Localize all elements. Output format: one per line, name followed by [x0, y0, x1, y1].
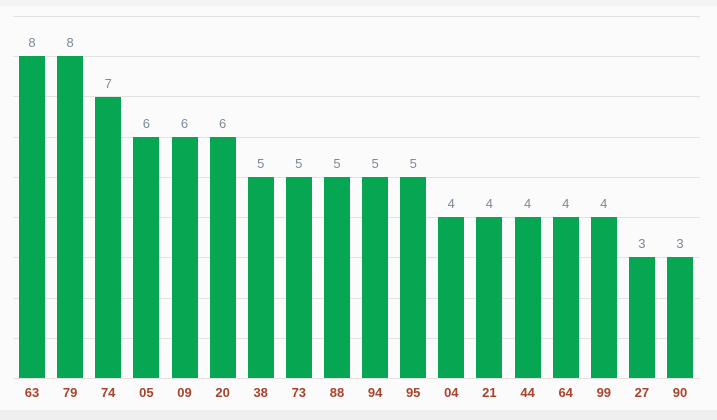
bar-value-label: 3 [676, 236, 684, 252]
bar-value-label: 4 [485, 196, 493, 212]
bar-value-label: 6 [180, 115, 189, 131]
bar[interactable] [285, 176, 312, 378]
gridline [13, 378, 700, 379]
bar[interactable] [57, 56, 84, 378]
bar-value-label: 5 [409, 155, 417, 171]
bar-value-label: 3 [638, 236, 646, 252]
bar-value-label: 4 [562, 196, 570, 212]
x-axis-label: 05 [139, 385, 154, 400]
bar-value-label: 4 [600, 196, 608, 212]
bar[interactable] [362, 176, 389, 378]
gridline [13, 217, 700, 218]
bar[interactable] [133, 136, 160, 378]
bar[interactable] [247, 176, 274, 378]
gridline [13, 177, 700, 178]
x-axis-label: 73 [291, 385, 307, 400]
page-background-bottom-strip [0, 410, 717, 420]
x-axis-label: 64 [558, 385, 573, 400]
gridline [13, 96, 700, 97]
bar[interactable] [209, 136, 236, 378]
bar-value-label: 4 [523, 196, 532, 212]
bar-value-label: 5 [257, 155, 265, 171]
x-axis-label: 09 [177, 385, 192, 400]
x-axis-label: 20 [215, 385, 230, 400]
bar[interactable] [552, 217, 579, 378]
bar-value-label: 6 [142, 115, 150, 131]
x-axis-label: 95 [405, 385, 421, 400]
x-axis-label: 27 [634, 385, 650, 400]
x-axis-label: 21 [482, 385, 497, 400]
bar[interactable] [324, 176, 350, 378]
gridline [13, 257, 700, 258]
bar[interactable] [628, 257, 655, 378]
bar-value-label: 8 [66, 35, 74, 51]
bar[interactable] [438, 217, 465, 378]
bar-value-label: 4 [447, 196, 455, 212]
x-axis-label: 38 [253, 385, 268, 400]
x-axis-label: 63 [24, 385, 40, 400]
bar-value-label: 5 [333, 155, 341, 171]
bar[interactable] [476, 217, 503, 378]
bar[interactable] [19, 56, 45, 378]
bar-value-label: 5 [295, 155, 303, 171]
x-axis-label: 90 [672, 385, 688, 400]
bar-value-label: 7 [104, 75, 112, 91]
x-axis-label: 88 [329, 385, 345, 400]
bar[interactable] [171, 136, 198, 378]
bar[interactable] [400, 176, 427, 378]
plot-area: 8 63 8 79 7 74 6 05 6 09 6 20 5 38 5 73 5 88 5 94 5 95 4 04 4 21 4… [13, 16, 700, 400]
x-axis-label: 74 [100, 385, 116, 400]
x-axis-label: 44 [520, 385, 535, 400]
gridline [13, 56, 700, 57]
gridline [13, 137, 700, 138]
bar-value-label: 8 [28, 35, 36, 51]
bar-chart: 8 63 8 79 7 74 6 05 6 09 6 20 5 38 5 73 5 88 5 94 5 95 4 04 4 21 4… [0, 6, 717, 410]
gridline [13, 16, 700, 17]
gridline [13, 338, 700, 339]
x-axis-label: 94 [367, 385, 383, 400]
bar[interactable] [667, 257, 693, 378]
bar-value-label: 6 [218, 115, 227, 131]
bar[interactable] [590, 217, 617, 378]
x-axis-label: 04 [444, 385, 459, 400]
bar[interactable] [514, 217, 541, 378]
x-axis-label: 79 [62, 385, 78, 400]
bar-value-label: 5 [371, 155, 379, 171]
x-axis-label: 99 [596, 385, 612, 400]
bar[interactable] [95, 96, 122, 378]
gridline [13, 298, 700, 299]
